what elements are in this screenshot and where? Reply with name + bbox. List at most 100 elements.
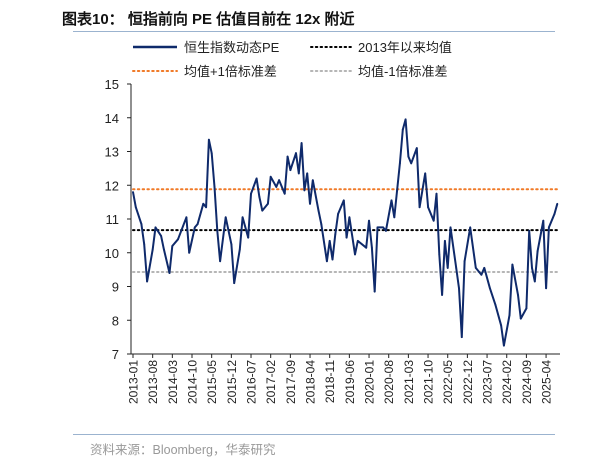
pe-data-point	[207, 138, 210, 141]
x-tick-label: 2024-09	[520, 360, 534, 404]
pe-data-point	[210, 152, 213, 155]
x-tick-label: 2022-05	[441, 360, 455, 404]
source-divider	[73, 434, 555, 435]
pe-data-point	[224, 216, 227, 219]
pe-data-point	[533, 280, 536, 283]
pe-data-point	[373, 290, 376, 293]
pe-data-point	[334, 233, 337, 236]
pe-data-point	[553, 213, 556, 215]
x-tick-label: 2022-12	[461, 360, 475, 404]
pe-data-point	[449, 226, 452, 229]
pe-data-point	[525, 307, 528, 310]
pe-data-point	[503, 344, 505, 347]
y-tick-label: 13	[105, 145, 119, 160]
pe-series-line	[132, 118, 559, 347]
pe-data-point	[160, 234, 163, 237]
y-tick-label: 8	[112, 313, 119, 328]
pe-data-point	[418, 206, 421, 209]
pe-data-point	[266, 202, 269, 205]
series-layer	[132, 118, 559, 347]
legend-label-mean: 2013年以来均值	[358, 40, 452, 55]
pe-data-point	[168, 272, 171, 274]
pe-data-point	[143, 243, 146, 246]
pe-data-point	[500, 324, 503, 327]
pe-data-point	[171, 245, 174, 247]
legend-item-minus-sd: 均值-1倍标准差	[310, 64, 448, 79]
pe-data-point	[469, 226, 472, 229]
x-tick-label: 2015-05	[205, 360, 219, 404]
pe-data-point	[247, 236, 250, 239]
x-tick-label: 2017-09	[284, 360, 298, 404]
x-tick-label: 2018-11	[323, 360, 337, 403]
y-tick-label: 12	[105, 178, 119, 193]
pe-data-point	[230, 243, 233, 246]
pe-data-point	[146, 280, 148, 283]
pe-data-point	[390, 199, 393, 202]
x-tick-label: 2016-07	[245, 360, 259, 404]
pe-data-point	[494, 304, 497, 306]
pe-data-point	[517, 294, 519, 296]
pe-data-point	[399, 162, 401, 165]
title-divider	[73, 31, 555, 32]
pe-data-point	[463, 260, 466, 263]
pe-data-point	[337, 213, 340, 215]
legend-label-pe: 恒生指数动态PE	[184, 40, 280, 55]
pe-data-point	[202, 202, 205, 205]
pe-data-point	[213, 186, 216, 188]
pe-data-point	[345, 236, 348, 239]
pe-data-point	[151, 248, 154, 251]
x-tick-label: 2020-08	[382, 360, 396, 404]
pe-data-point	[196, 223, 199, 225]
pe-data-point	[393, 216, 396, 219]
pe-data-point	[348, 216, 351, 219]
pe-data-point	[528, 229, 531, 232]
pe-data-point	[320, 223, 323, 225]
pe-data-point	[261, 209, 264, 212]
pe-data-point	[396, 189, 399, 192]
pe-data-point	[376, 226, 379, 229]
y-tick-label: 11	[106, 212, 120, 227]
pe-data-point	[438, 253, 441, 256]
pe-data-point	[219, 260, 222, 263]
x-tick-label: 2014-03	[166, 360, 180, 404]
pe-data-point	[185, 216, 188, 219]
x-tick-label: 2018-04	[304, 360, 318, 404]
pe-data-point	[283, 192, 286, 195]
pe-data-point	[547, 226, 550, 229]
pe-data-point	[385, 229, 387, 232]
pe-data-point	[365, 246, 368, 249]
x-tick-label: 2013-08	[146, 360, 160, 404]
legend: 恒生指数动态PE 2013年以来均值 均值+1倍标准差 均值-1倍标准差	[132, 40, 452, 79]
x-tick-label: 2021-10	[422, 360, 436, 404]
pe-data-point	[289, 169, 292, 171]
pe-data-point	[488, 287, 491, 290]
pe-data-point	[432, 219, 435, 222]
pe-data-point	[415, 147, 418, 150]
x-tick-label: 2015-12	[225, 360, 239, 404]
pe-data-point	[410, 162, 413, 165]
y-tick-label: 10	[105, 246, 119, 261]
pe-data-point	[241, 216, 244, 219]
pe-data-point	[297, 172, 300, 175]
pe-data-point	[286, 155, 289, 158]
pe-data-point	[368, 219, 370, 222]
pe-data-point	[250, 192, 252, 195]
pe-data-point	[154, 226, 157, 229]
pe-data-point	[356, 240, 359, 242]
legend-label-plus-sd: 均值+1倍标准差	[184, 64, 277, 79]
y-tick-label: 9	[112, 280, 119, 295]
x-tick-label: 2020-01	[363, 360, 377, 404]
pe-data-point	[295, 152, 297, 155]
pe-data-point	[446, 267, 449, 269]
x-tick-label: 2023-07	[481, 360, 495, 404]
pe-data-point	[401, 128, 404, 131]
legend-item-pe: 恒生指数动态PE	[133, 40, 280, 55]
x-tick-label: 2017-02	[264, 360, 278, 404]
source-note: 资料来源：Bloomberg，华泰研究	[90, 443, 276, 457]
y-tick-label: 7	[112, 347, 119, 362]
pe-data-point	[275, 186, 278, 188]
pe-data-point	[255, 177, 258, 180]
x-tick-label: 2025-04	[540, 360, 554, 404]
pe-data-point	[480, 273, 483, 276]
